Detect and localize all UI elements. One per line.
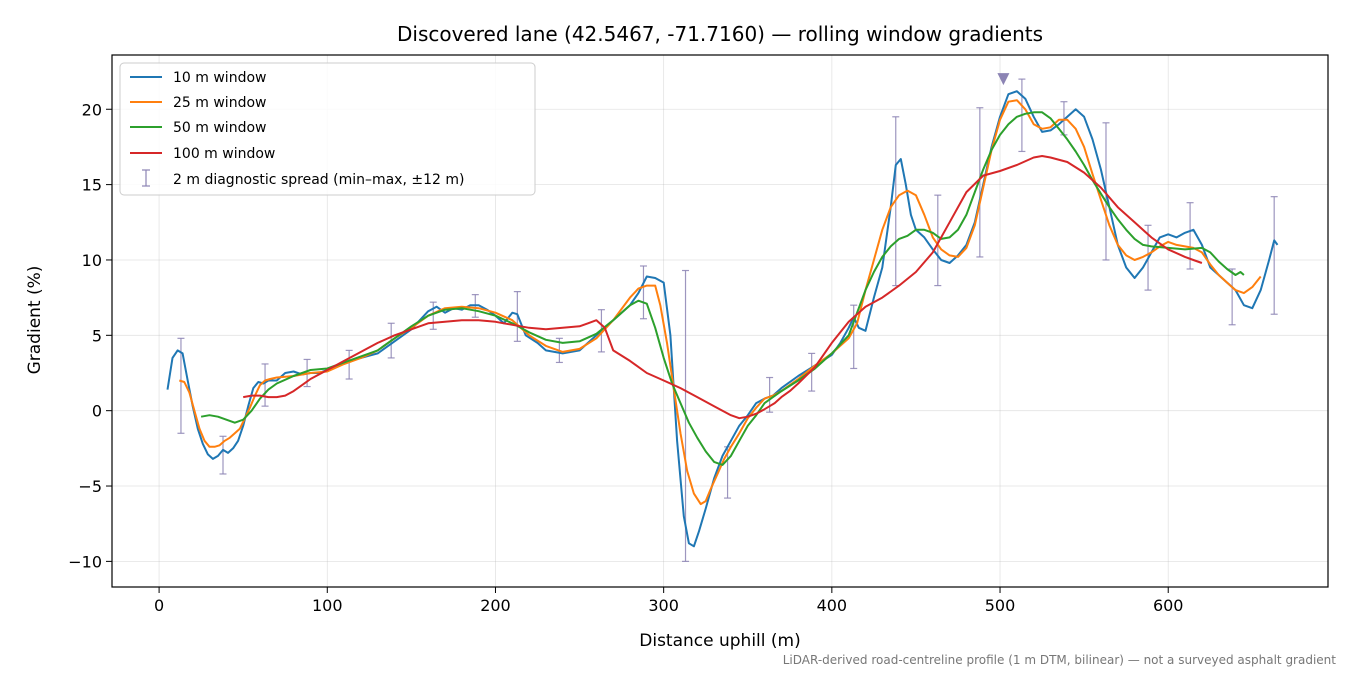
diagnostic-spread-bar bbox=[934, 194, 942, 287]
x-tick-label: 600 bbox=[1153, 596, 1184, 615]
series-10m-window-line bbox=[166, 90, 1279, 548]
x-axis-label: Distance uphill (m) bbox=[639, 631, 800, 651]
diagnostic-spread-bar bbox=[1228, 268, 1236, 326]
legend-label-10m: 10 m window bbox=[173, 70, 266, 86]
diagnostic-spread-bar bbox=[429, 301, 437, 330]
legend-label-100m: 100 m window bbox=[173, 146, 275, 162]
legend-label-25m: 25 m window bbox=[173, 95, 266, 111]
x-tick-label: 200 bbox=[480, 596, 511, 615]
diagnostic-spread-bar bbox=[976, 107, 984, 258]
legend-label-spread: 2 m diagnostic spread (min–max, ±12 m) bbox=[173, 172, 464, 188]
legend-swatch-spread bbox=[142, 169, 150, 187]
y-tick-label: 10 bbox=[82, 251, 102, 270]
series-100m-window-line bbox=[243, 155, 1203, 420]
plot-frame bbox=[111, 54, 1329, 588]
y-tick-label: 0 bbox=[92, 402, 102, 421]
legend-box bbox=[119, 62, 536, 196]
diagnostic-spread-bar bbox=[850, 304, 858, 370]
chart-title: Discovered lane (42.5467, -71.7160) — ro… bbox=[397, 22, 1043, 46]
y-tick-label: −10 bbox=[68, 552, 102, 571]
y-tick-label: 5 bbox=[92, 326, 102, 345]
diagnostic-spread-bar bbox=[1270, 196, 1278, 315]
x-tick-label: 300 bbox=[648, 596, 679, 615]
x-tick-label: 0 bbox=[154, 596, 164, 615]
peak-marker-icon bbox=[997, 73, 1010, 86]
x-tick-label: 100 bbox=[312, 596, 343, 615]
diagnostic-spread-bar bbox=[345, 349, 353, 380]
x-tick-label: 400 bbox=[817, 596, 848, 615]
footnote: LiDAR-derived road-centreline profile (1… bbox=[783, 653, 1337, 667]
diagnostic-spread-bar bbox=[177, 337, 185, 434]
diagnostic-spread-bar bbox=[639, 265, 647, 320]
y-tick-label: 15 bbox=[82, 176, 102, 195]
axis-ticks: 0 100 200 300 400 500 600 −10 −5 0 5 10 15 20 bbox=[68, 100, 1183, 615]
diagnostic-spread-bar bbox=[808, 352, 816, 392]
y-tick-label: −5 bbox=[78, 477, 102, 496]
y-axis-label: Gradient (%) bbox=[25, 266, 45, 375]
legend: 10 m window 25 m window 50 m window 100 … bbox=[119, 62, 536, 196]
x-tick-label: 500 bbox=[985, 596, 1016, 615]
legend-label-50m: 50 m window bbox=[173, 120, 266, 136]
series-25m-window-line bbox=[179, 99, 1262, 506]
diagnostic-spread-bar bbox=[261, 363, 269, 407]
y-tick-label: 20 bbox=[82, 100, 102, 119]
plot-area bbox=[166, 73, 1279, 562]
